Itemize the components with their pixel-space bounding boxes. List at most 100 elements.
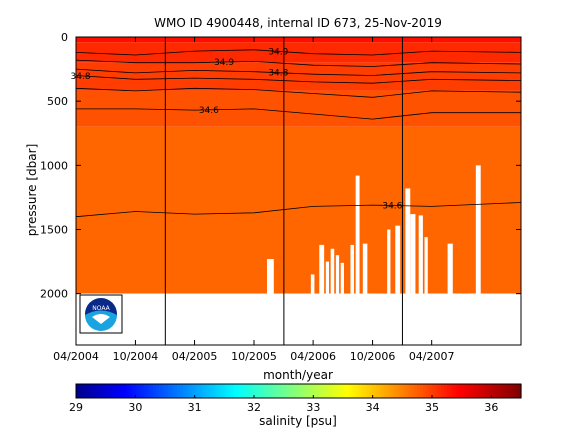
colorbar-cell [227, 384, 231, 398]
x-tick-label: 10/2006 [350, 350, 396, 363]
chart-title: WMO ID 4900448, internal ID 673, 25-Nov-… [154, 16, 442, 30]
colorbar-cell [337, 384, 341, 398]
colorbar-cell [319, 384, 323, 398]
colorbar-cell [105, 384, 110, 398]
colorbar-cell [343, 384, 347, 398]
colorbar-cell [509, 384, 513, 398]
colorbar-cell [405, 384, 409, 398]
x-tick-label: 04/2005 [172, 350, 218, 363]
y-tick-label: 0 [61, 31, 68, 44]
colorbar-cell [224, 384, 228, 398]
colorbar-cell [345, 384, 350, 398]
colorbar-cell [123, 384, 128, 398]
colorbar-cell [248, 384, 252, 398]
colorbar-cell [304, 384, 308, 398]
colorbar-cell [497, 384, 501, 398]
salinity-layer [76, 126, 521, 294]
colorbar-cell [173, 384, 178, 398]
y-tick-label: 500 [47, 95, 68, 108]
colorbar-cell [357, 384, 362, 398]
colorbar-cell [271, 384, 276, 398]
colorbar-cell [411, 384, 415, 398]
colorbar-cell [141, 384, 145, 398]
missing-data-column [340, 262, 344, 295]
colorbar-cell [381, 384, 386, 398]
colorbar-cell [506, 384, 510, 398]
colorbar-cell [286, 384, 291, 398]
colorbar-cell [120, 384, 125, 398]
colorbar-cell [351, 384, 356, 398]
colorbar-cell [408, 384, 412, 398]
colorbar-cell [458, 384, 463, 398]
colorbar-tick-label: 30 [128, 401, 142, 414]
colorbar-cell [268, 384, 273, 398]
x-tick-label: 04/2006 [290, 350, 336, 363]
x-tick-label: 04/2007 [409, 350, 455, 363]
missing-data-column [266, 259, 274, 295]
colorbar-cell [242, 384, 246, 398]
colorbar-cell [331, 384, 335, 398]
colorbar-tick-label: 34 [366, 401, 380, 414]
colorbar-cell [215, 384, 219, 398]
logo-gull [92, 314, 110, 324]
missing-data-column [335, 255, 340, 295]
missing-data-column [410, 214, 416, 295]
colorbar-cell [289, 384, 294, 398]
missing-data-column [387, 229, 391, 295]
colorbar-cell [449, 384, 454, 398]
colorbar-cell [518, 384, 522, 398]
colorbar-cell [138, 384, 142, 398]
y-tick-label: 1000 [40, 159, 68, 172]
colorbar-cell [387, 384, 392, 398]
colorbar-cell [455, 384, 460, 398]
colorbar-cell [461, 384, 466, 398]
colorbar-cell [165, 384, 169, 398]
colorbar-cell [254, 384, 258, 398]
colorbar-cell [464, 384, 469, 398]
colorbar-cell [283, 384, 288, 398]
colorbar-cell [467, 384, 472, 398]
colorbar-cell [108, 384, 113, 398]
colorbar-tick-label: 33 [306, 401, 320, 414]
contour-label: 34.6 [199, 106, 219, 116]
colorbar-cell [280, 384, 285, 398]
year-separators [164, 37, 403, 345]
colorbar-cell [259, 384, 264, 398]
colorbar-cell [111, 384, 116, 398]
colorbar-cell [221, 384, 225, 398]
colorbar-cell [132, 384, 136, 398]
colorbar-cell [117, 384, 122, 398]
colorbar-cell [90, 384, 95, 398]
colorbar-cell [384, 384, 389, 398]
colorbar-cell [322, 384, 326, 398]
colorbar-cell [236, 384, 240, 398]
colorbar-cell [488, 384, 492, 398]
colorbar-cell [251, 384, 255, 398]
colorbar-cell [402, 384, 406, 398]
colorbar-cell [423, 384, 427, 398]
colorbar-cell [494, 384, 498, 398]
colorbar-cell [443, 384, 448, 398]
salinity-layer [76, 37, 521, 43]
colorbar-cell [500, 384, 504, 398]
missing-data-column [480, 293, 486, 295]
colorbar-cell [185, 384, 190, 398]
missing-data-column [405, 188, 411, 295]
colorbar-cell [126, 384, 130, 398]
colorbar-cell [473, 384, 478, 398]
colorbar-cell [159, 384, 163, 398]
colorbar-cell [393, 384, 397, 398]
colorbar-cell [396, 384, 400, 398]
colorbar-cell [298, 384, 303, 398]
contour-label: 34.8 [71, 72, 91, 82]
colorbar-frame [75, 383, 522, 399]
colorbar-cell [485, 384, 489, 398]
noaa-logo: NOAA [79, 294, 123, 334]
missing-data-column [367, 293, 376, 295]
colorbar-cell [162, 384, 166, 398]
colorbar-cell [230, 384, 234, 398]
colorbar: 29 30 31 32 33 34 35 36 [69, 383, 522, 414]
colorbar-cell [194, 384, 199, 398]
colorbar-cell [390, 384, 395, 398]
